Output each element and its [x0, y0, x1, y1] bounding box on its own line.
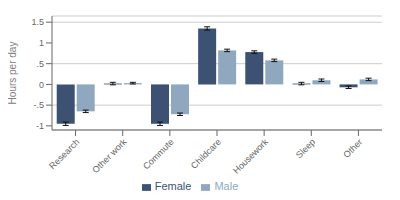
svg-text:Housework: Housework [231, 137, 270, 176]
html-text:Male: Male [214, 180, 239, 192]
html-text:Female: Female [154, 180, 192, 192]
svg-text:Childcare: Childcare [189, 137, 223, 171]
svg-text:Research: Research [47, 137, 81, 171]
svg-text:.5: .5 [36, 59, 44, 69]
svg-text:-1: -1 [36, 121, 44, 131]
svg-text:Other work: Other work [90, 137, 129, 176]
svg-text:Sleep: Sleep [294, 137, 317, 160]
svg-text:1: 1 [39, 38, 44, 48]
svg-text:-.5: -.5 [33, 100, 44, 110]
svg-text:Hours per day: Hours per day [8, 42, 18, 105]
svg-text:Other: Other [341, 137, 364, 160]
svg-text:Commute: Commute [141, 137, 176, 172]
svg-text:1.5: 1.5 [31, 17, 44, 27]
svg-text:0: 0 [39, 80, 44, 90]
